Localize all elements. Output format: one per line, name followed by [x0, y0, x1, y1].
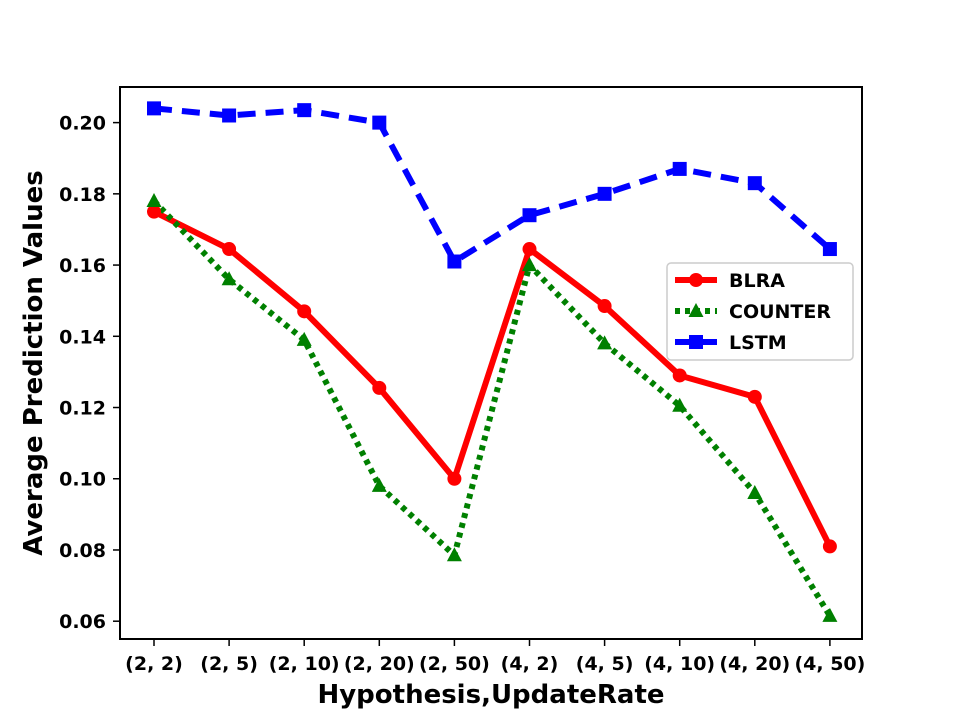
x-tick-label: (2, 20) [344, 653, 415, 675]
legend-counter-marker [688, 303, 704, 317]
x-tick-label: (2, 50) [419, 653, 490, 675]
legend-lstm-marker [689, 335, 703, 349]
x-axis-label: Hypothesis,UpdateRate [317, 680, 664, 710]
blra-point [297, 304, 312, 319]
blra-point [672, 368, 687, 383]
y-tick-label: 0.10 [59, 469, 106, 491]
x-tick-label: (4, 5) [576, 653, 634, 675]
y-tick-label: 0.18 [59, 184, 106, 206]
blra-point [597, 299, 612, 314]
blra-point [372, 380, 387, 395]
blra-point [747, 389, 762, 404]
x-tick-label: (4, 2) [501, 653, 559, 675]
legend-lstm-label: LSTM [729, 332, 787, 354]
x-tick-label: (2, 2) [125, 653, 183, 675]
blra-point [147, 204, 161, 219]
lstm-point [672, 161, 687, 176]
lstm-point [297, 103, 312, 118]
y-tick-label: 0.20 [59, 113, 106, 135]
counter-point [146, 192, 162, 207]
y-tick-label: 0.14 [59, 326, 106, 348]
counter-point [446, 547, 462, 562]
counter-point [522, 257, 537, 272]
lstm-point [822, 242, 837, 257]
series-markers [146, 101, 838, 622]
counter-point [371, 477, 387, 492]
lstm-point [522, 208, 537, 223]
counter-point [672, 397, 688, 412]
y-tick-label: 0.08 [59, 540, 106, 562]
x-axis-ticks: (2, 2) (2, 5) (2, 10) (2, 20) (2, 50) (4, 2) (… [125, 639, 865, 675]
lstm-point [222, 108, 237, 123]
counter-point [296, 331, 312, 346]
counter-point [822, 607, 838, 622]
counter-point [221, 271, 237, 286]
y-tick-label: 0.16 [59, 255, 106, 277]
blra-point [222, 242, 237, 257]
counter-line [151, 198, 833, 618]
series-lines [151, 105, 833, 618]
x-tick-label: (4, 20) [719, 653, 790, 675]
lstm-line [153, 105, 832, 265]
x-tick-label: (2, 10) [269, 653, 340, 675]
plot-area-frame [119, 86, 863, 640]
blra-line [152, 208, 833, 548]
counter-point [597, 335, 613, 350]
lstm-point [597, 186, 612, 201]
blra-point [822, 539, 837, 554]
y-axis-ticks: 0.06 0.08 0.10 0.12 0.14 0.16 0.18 0.20 [59, 113, 120, 633]
legend-frame [666, 262, 854, 361]
x-tick-label: (4, 50) [794, 653, 865, 675]
lstm-point [747, 176, 762, 191]
legend-blra-marker [689, 273, 703, 287]
y-tick-label: 0.06 [59, 611, 106, 633]
legend-blra-label: BLRA [729, 270, 785, 292]
lstm-point [147, 101, 161, 116]
counter-point [747, 484, 763, 499]
legend: BLRA COUNTER LSTM [666, 262, 854, 361]
blra-point [447, 471, 462, 486]
legend-counter-label: COUNTER [729, 301, 831, 323]
blra-point [522, 242, 537, 257]
lstm-point [447, 254, 462, 269]
x-tick-label: (4, 10) [644, 653, 715, 675]
y-tick-label: 0.12 [59, 398, 106, 420]
lstm-point [372, 115, 387, 130]
x-tick-label: (2, 5) [200, 653, 258, 675]
y-axis-label: Average Prediction Values [19, 170, 49, 555]
